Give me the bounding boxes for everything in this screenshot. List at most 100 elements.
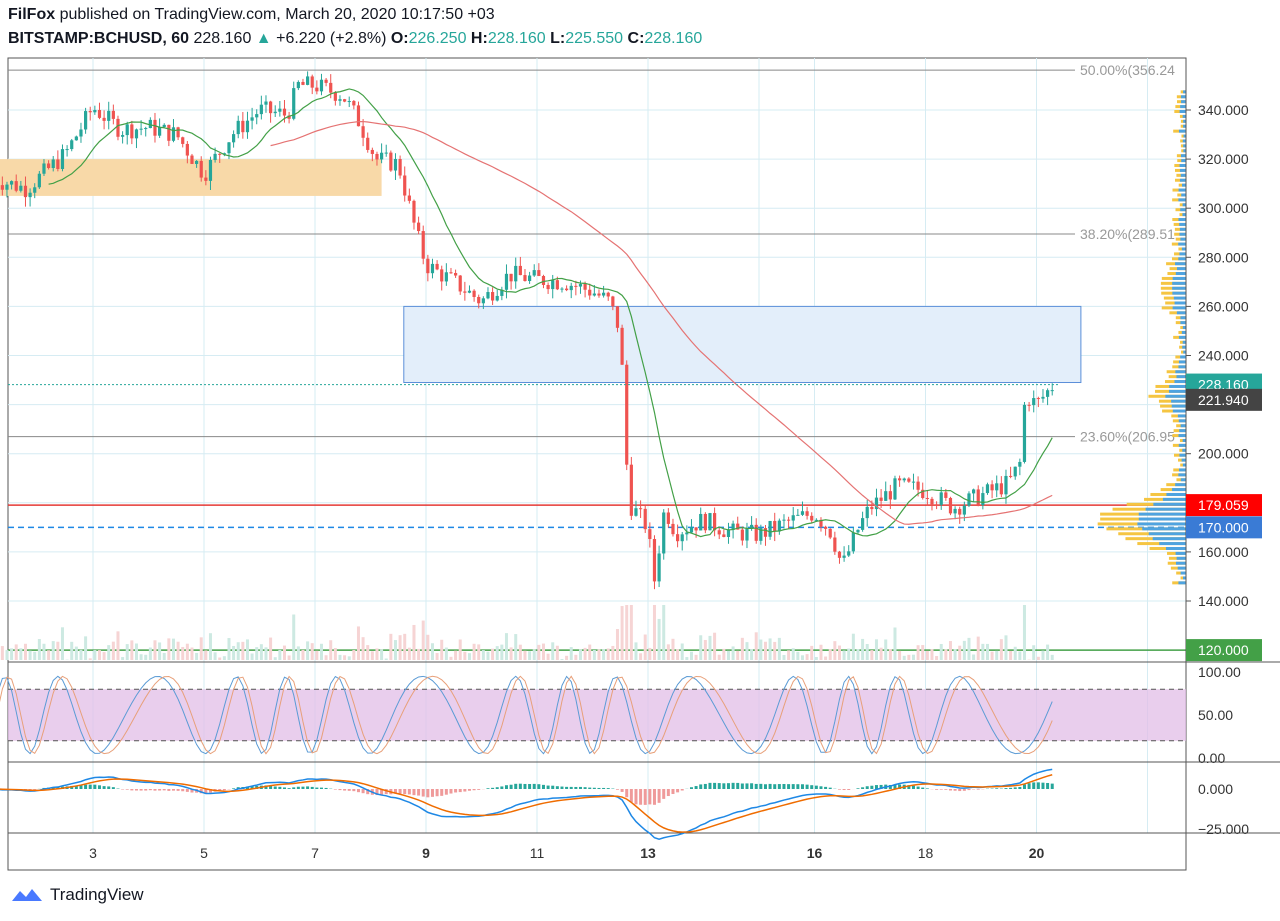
volume-bar <box>352 650 356 660</box>
candle <box>824 526 828 529</box>
candle <box>199 160 203 178</box>
volume-profile-bar <box>1181 183 1186 187</box>
volume-bar <box>740 637 744 660</box>
candle <box>310 76 314 88</box>
volume-bar <box>888 649 892 660</box>
candle <box>773 520 777 532</box>
macd-histogram <box>962 789 966 791</box>
candle <box>1050 390 1054 392</box>
candle <box>467 290 472 293</box>
volume-profile-bar <box>1142 527 1186 531</box>
candle <box>153 119 157 136</box>
volume-bar <box>514 634 518 660</box>
volume-bar <box>315 650 319 660</box>
candle <box>421 231 425 259</box>
volume-profile-bar <box>1178 218 1186 222</box>
macd-histogram <box>33 789 37 790</box>
volume-profile-bar <box>1178 129 1186 133</box>
macd-histogram <box>935 789 939 790</box>
price-chart[interactable]: 50.00%(356.24 38.20%(289.51 23.60%(206.95 3… <box>0 0 1280 880</box>
candle <box>195 160 199 164</box>
macd-histogram <box>819 786 823 789</box>
candle <box>782 519 786 521</box>
volume-profile-bar <box>1177 566 1186 570</box>
candle <box>629 464 633 516</box>
macd-histogram <box>162 789 166 791</box>
candle <box>273 111 277 114</box>
volume-profile-bar <box>1172 281 1186 285</box>
candle <box>560 288 564 290</box>
volume-bar <box>417 648 421 660</box>
macd-histogram <box>287 788 291 789</box>
volume-bar <box>1013 646 1017 660</box>
volume-bar <box>393 640 397 660</box>
macd-histogram <box>750 783 754 789</box>
volume-bar <box>948 641 952 660</box>
candle <box>97 109 102 118</box>
volume-bar <box>444 647 448 660</box>
macd-histogram <box>467 789 471 791</box>
volume-bar <box>421 620 425 660</box>
macd-histogram <box>939 789 943 790</box>
candle <box>375 153 379 160</box>
volume-bar <box>47 650 51 660</box>
candle <box>440 269 444 282</box>
macd-histogram <box>167 789 171 791</box>
volume-bar <box>60 627 64 660</box>
macd-histogram <box>491 787 495 789</box>
macd-histogram <box>842 789 846 791</box>
volume-bar <box>699 635 703 660</box>
macd-histogram <box>708 782 712 789</box>
volume-profile-bar <box>1181 100 1186 104</box>
price-tick-label: 260.000 <box>1198 298 1249 314</box>
macd-histogram <box>74 785 78 789</box>
volume-profile-bar <box>1181 330 1186 334</box>
volume-bar <box>42 643 46 660</box>
volume-bar <box>121 657 125 660</box>
macd-histogram <box>148 789 152 791</box>
candle <box>588 289 592 296</box>
macd-histogram <box>1046 782 1050 789</box>
volume-bar <box>722 648 726 660</box>
stoch-tick: 100.00 <box>1198 664 1241 680</box>
volume-profile-bar <box>1179 232 1186 236</box>
macd-histogram <box>1022 784 1026 789</box>
macd-histogram <box>768 783 772 789</box>
volume-profile-bar <box>1183 119 1186 123</box>
volume-bar <box>167 638 171 660</box>
volume-bar <box>292 614 296 660</box>
candle <box>167 124 171 141</box>
volume-bar <box>70 641 74 660</box>
volume-bar <box>763 641 767 660</box>
candle <box>70 140 74 150</box>
candle <box>893 478 897 500</box>
volume-bar <box>134 643 138 660</box>
macd-histogram <box>315 787 319 789</box>
volume-profile-bar <box>1177 414 1186 418</box>
macd-histogram <box>740 783 744 789</box>
macd-histogram <box>264 785 268 789</box>
volume-bar <box>689 651 693 660</box>
symbol[interactable]: BITSTAMP:BCHUSD, 60 <box>8 30 190 47</box>
candle <box>976 489 980 506</box>
tradingview-logo[interactable]: TradingView <box>10 885 144 905</box>
candle <box>847 551 851 556</box>
volume-profile-bar <box>1172 488 1186 492</box>
fib-label: 23.60%(206.95 <box>1080 429 1175 445</box>
volume-bar <box>176 641 180 660</box>
candle <box>551 280 555 290</box>
macd-histogram <box>134 789 138 791</box>
candle <box>1041 396 1045 399</box>
stoch-tick: 50.00 <box>1198 707 1233 723</box>
volume-bar <box>717 654 721 660</box>
signal-line <box>0 774 1053 833</box>
volume-profile-bar <box>1138 512 1186 516</box>
time-tick-label: 7 <box>311 845 319 861</box>
volume-profile-bar <box>1182 203 1186 207</box>
candle <box>796 514 800 516</box>
candle <box>130 124 134 139</box>
candle <box>116 118 120 137</box>
candle <box>666 512 670 524</box>
volume-bar <box>606 648 610 660</box>
volume-bar <box>333 648 337 660</box>
